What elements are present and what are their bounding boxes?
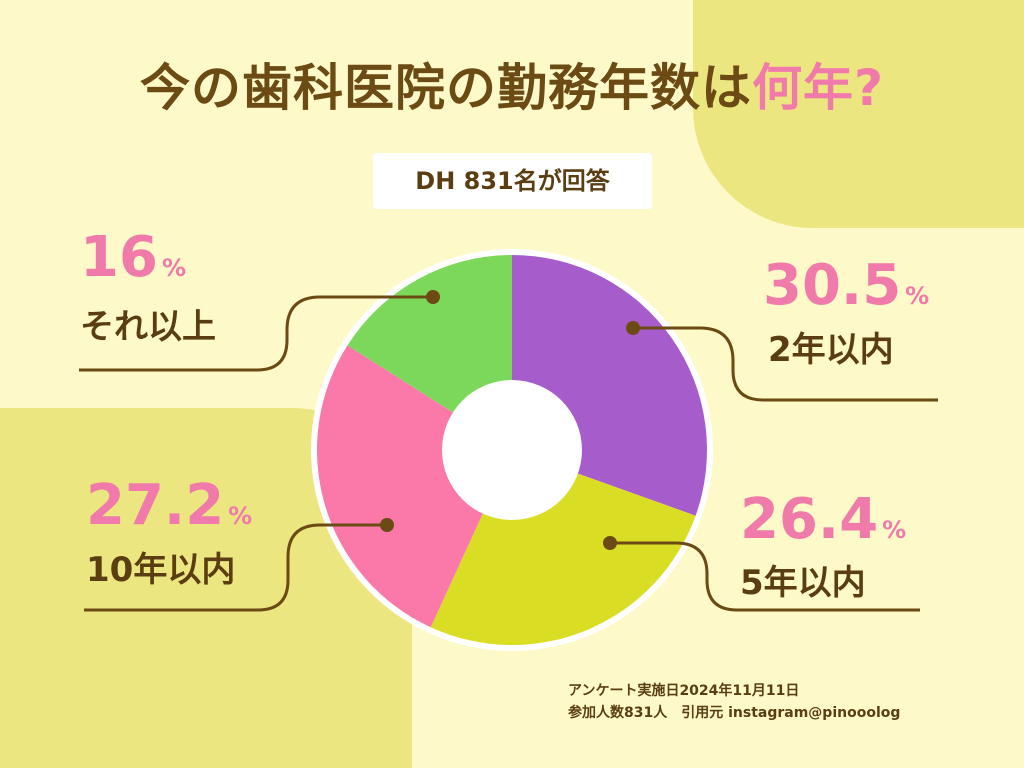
donut-hole <box>442 380 582 520</box>
leader-more-dot <box>426 290 440 304</box>
survey-footer: アンケート実施日2024年11月11日 参加人数831人 引用元 instagr… <box>568 680 900 724</box>
leader-2-years <box>633 326 938 402</box>
decor-block-top-right <box>693 0 1024 228</box>
leader-10-years-dot <box>380 518 394 532</box>
leader-10-years <box>84 523 387 612</box>
category-label-2-years: 2年以内 <box>768 330 894 370</box>
value-label-5-years: 26.4% <box>740 487 907 552</box>
title-accent: 何年? <box>751 59 884 117</box>
slice-10-years <box>316 345 512 628</box>
leader-5-years-dot <box>603 536 617 550</box>
value-label-10-years: 27.2% <box>86 473 253 538</box>
category-label-5-years: 5年以内 <box>740 563 866 603</box>
leader-lines <box>79 290 938 612</box>
page-title: 今の歯科医院の勤務年数は何年? <box>0 48 1024 120</box>
value-label-more: 16% <box>80 225 186 290</box>
respondents-badge: DH 831名が回答 <box>373 153 652 209</box>
survey-source: 参加人数831人 引用元 instagram@pinooolog <box>568 705 901 721</box>
value-label-2-years: 30.5% <box>763 253 930 318</box>
category-label-10-years: 10年以内 <box>86 550 236 590</box>
category-label-more: それ以上 <box>80 307 216 347</box>
title-main: 今の歯科医院の勤務年数は <box>139 59 752 117</box>
survey-date: アンケート実施日2024年11月11日 <box>568 683 800 699</box>
leader-2-years-dot <box>626 321 640 335</box>
leader-more <box>79 295 433 372</box>
leader-5-years <box>610 541 920 612</box>
